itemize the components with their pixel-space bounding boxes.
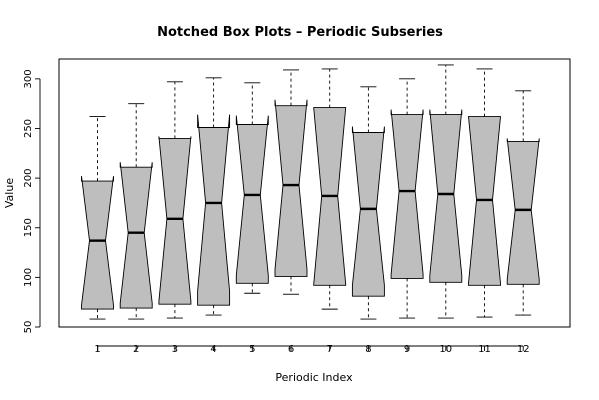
- x-axis-label: Periodic Index: [275, 371, 353, 384]
- notched-box: [81, 176, 114, 310]
- y-tick-label: 300: [23, 69, 34, 88]
- notched-box: [506, 138, 540, 285]
- y-tick-label: 150: [23, 218, 34, 237]
- y-tick-label: 250: [23, 119, 34, 138]
- notched-box: [119, 162, 153, 309]
- notched-box: [274, 99, 308, 277]
- box-6: [274, 69, 308, 295]
- box-12: [506, 90, 540, 316]
- x-tick-label: 6: [288, 344, 294, 355]
- box-4: [197, 77, 231, 316]
- notched-box: [390, 109, 424, 279]
- x-tick-label: 8: [365, 344, 371, 355]
- x-tick-label: 10: [439, 344, 452, 355]
- y-tick-label: 50: [23, 321, 34, 334]
- x-tick-label: 7: [327, 344, 333, 355]
- box-7: [313, 68, 347, 310]
- x-tick-label: 11: [478, 344, 491, 355]
- x-tick-label: 5: [249, 344, 255, 355]
- y-tick-label: 200: [23, 169, 34, 188]
- chart-title: Notched Box Plots – Periodic Subseries: [157, 25, 443, 40]
- notched-box: [235, 115, 269, 284]
- x-tick-label: 4: [210, 344, 216, 355]
- x-axis: 1 2 3 4 5 6 7 8 9 10 11 12: [94, 344, 529, 355]
- box-3: [158, 81, 192, 319]
- box-10: [429, 64, 463, 319]
- notched-box: [351, 126, 385, 297]
- box-9: [390, 78, 424, 319]
- plot-area: [81, 64, 540, 320]
- plot-frame: [58, 58, 571, 328]
- notched-box: [197, 114, 231, 306]
- box-11: [468, 68, 501, 318]
- x-tick-label: 9: [404, 344, 410, 355]
- y-axis-label: Value: [3, 178, 16, 208]
- y-axis: 50 100 150 200 250 300: [23, 69, 41, 334]
- x-tick-label: 1: [94, 344, 100, 355]
- x-tick-label: 12: [517, 344, 530, 355]
- notched-box: [429, 109, 463, 283]
- box-5: [235, 82, 269, 294]
- box-1: [81, 116, 114, 320]
- box-8: [351, 86, 385, 320]
- notched-box: [158, 136, 192, 305]
- y-tick-label: 100: [23, 268, 34, 287]
- x-tick-label: 2: [133, 344, 139, 355]
- x-tick-label: 3: [172, 344, 178, 355]
- box-2: [119, 103, 153, 320]
